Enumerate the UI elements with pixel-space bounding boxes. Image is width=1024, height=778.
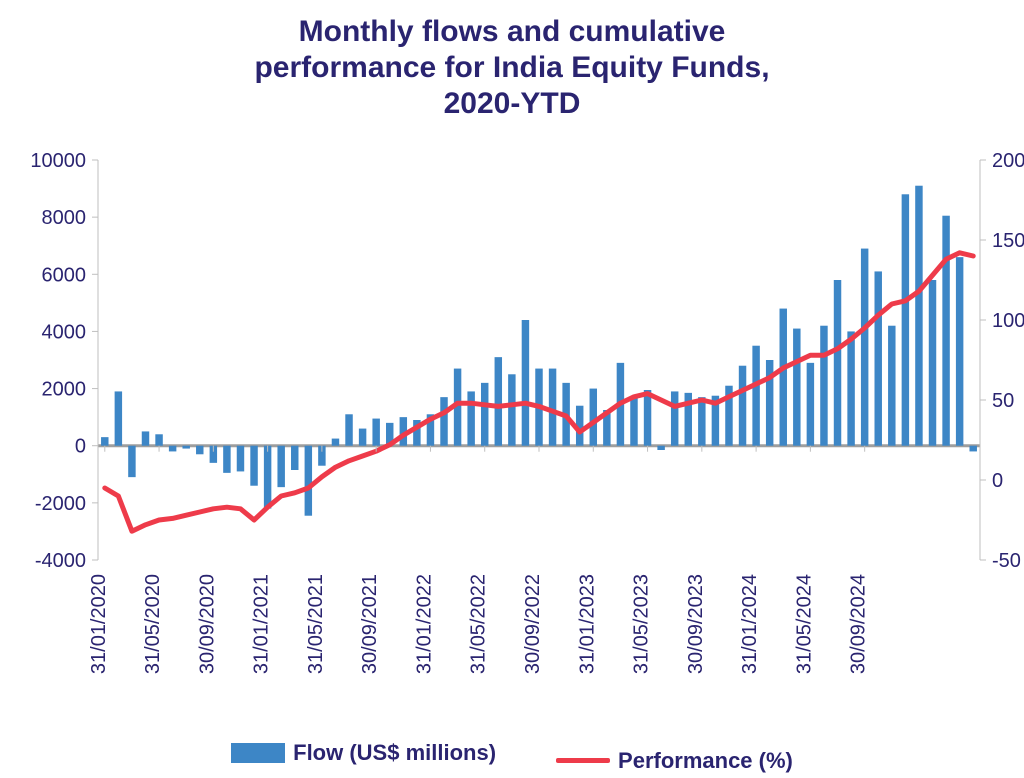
y-right-tick-label: 150 <box>992 230 1024 252</box>
chart-legend: Flow (US$ millions) Performance (%) <box>0 740 1024 774</box>
flow-bar <box>196 446 203 455</box>
flow-bar <box>780 309 787 446</box>
bar-swatch-icon <box>231 743 285 763</box>
chart-container: Monthly flows and cumulative performance… <box>0 0 1024 778</box>
flow-bar <box>291 446 298 470</box>
flow-bar <box>630 397 637 446</box>
x-tick-label: 30/09/2024 <box>848 574 870 674</box>
legend-item: Flow (US$ millions) <box>231 740 496 766</box>
x-tick-label: 31/05/2023 <box>631 574 653 674</box>
x-tick-label: 30/09/2022 <box>522 574 544 674</box>
flow-bar <box>142 431 149 445</box>
flow-bar <box>495 357 502 446</box>
flow-bar <box>671 391 678 445</box>
flow-bar <box>752 346 759 446</box>
y-right-tick-label: 50 <box>992 390 1014 412</box>
legend-label: Performance (%) <box>618 748 793 774</box>
flow-bar <box>902 194 909 445</box>
y-left-tick-label: 4000 <box>42 321 87 343</box>
flow-bar <box>590 389 597 446</box>
y-left-tick-label: 0 <box>75 436 86 458</box>
flow-bar <box>115 391 122 445</box>
flow-bar <box>522 320 529 446</box>
chart-title: Monthly flows and cumulative performance… <box>0 14 1024 122</box>
x-tick-label: 30/09/2023 <box>685 574 707 674</box>
flow-bar <box>359 429 366 446</box>
x-tick-label: 31/01/2022 <box>413 574 435 674</box>
legend-item: Performance (%) <box>556 748 793 774</box>
x-tick-label: 31/05/2022 <box>468 574 490 674</box>
y-right-tick-label: -50 <box>992 550 1021 572</box>
flow-bar <box>440 397 447 446</box>
y-left-tick-label: -4000 <box>35 550 86 572</box>
flow-bar <box>264 446 271 509</box>
flow-bar <box>237 446 244 472</box>
x-tick-label: 31/01/2024 <box>739 574 761 674</box>
flow-bar <box>372 419 379 446</box>
flow-bar <box>250 446 257 486</box>
y-left-tick-label: 10000 <box>30 150 86 172</box>
flow-bar <box>345 414 352 445</box>
flow-bar <box>128 446 135 477</box>
flow-bar <box>508 374 515 445</box>
x-tick-label: 31/01/2020 <box>88 574 110 674</box>
y-left-tick-label: -2000 <box>35 493 86 515</box>
flow-bar <box>657 446 664 450</box>
flow-bar <box>956 257 963 446</box>
x-tick-label: 31/01/2021 <box>251 574 273 674</box>
flow-bar <box>155 434 162 445</box>
flow-bar <box>929 280 936 446</box>
flow-bar <box>834 280 841 446</box>
flow-bar <box>861 249 868 446</box>
flow-bar <box>467 391 474 445</box>
flow-bar <box>481 383 488 446</box>
flow-bar <box>969 446 976 452</box>
flow-bar <box>874 271 881 445</box>
flow-bar <box>182 446 189 449</box>
flow-bar <box>101 437 108 446</box>
flow-bar <box>807 363 814 446</box>
x-tick-label: 30/09/2020 <box>196 574 218 674</box>
x-tick-label: 31/01/2023 <box>576 574 598 674</box>
y-left-tick-label: 6000 <box>42 264 87 286</box>
x-tick-label: 31/05/2021 <box>305 574 327 674</box>
flow-bar <box>739 366 746 446</box>
x-tick-label: 31/05/2020 <box>142 574 164 674</box>
x-tick-label: 31/05/2024 <box>793 574 815 674</box>
y-right-tick-label: 0 <box>992 470 1003 492</box>
y-right-tick-label: 200 <box>992 150 1024 172</box>
flow-bar <box>305 446 312 516</box>
flow-bar <box>942 216 949 446</box>
flow-bar <box>820 326 827 446</box>
flow-bar <box>223 446 230 473</box>
flow-bar <box>332 439 339 446</box>
flow-bar <box>698 397 705 446</box>
legend-label: Flow (US$ millions) <box>293 740 496 766</box>
flow-bar <box>549 369 556 446</box>
flow-bar <box>915 186 922 446</box>
x-tick-label: 30/09/2021 <box>359 574 381 674</box>
y-right-tick-label: 100 <box>992 310 1024 332</box>
flow-bar <box>277 446 284 487</box>
line-swatch-icon <box>556 758 610 763</box>
flow-bar <box>644 390 651 446</box>
flow-bar <box>847 331 854 445</box>
flow-bar <box>888 326 895 446</box>
y-left-tick-label: 2000 <box>42 379 87 401</box>
flow-bar <box>793 329 800 446</box>
flow-bar <box>169 446 176 452</box>
y-left-tick-label: 8000 <box>42 207 87 229</box>
